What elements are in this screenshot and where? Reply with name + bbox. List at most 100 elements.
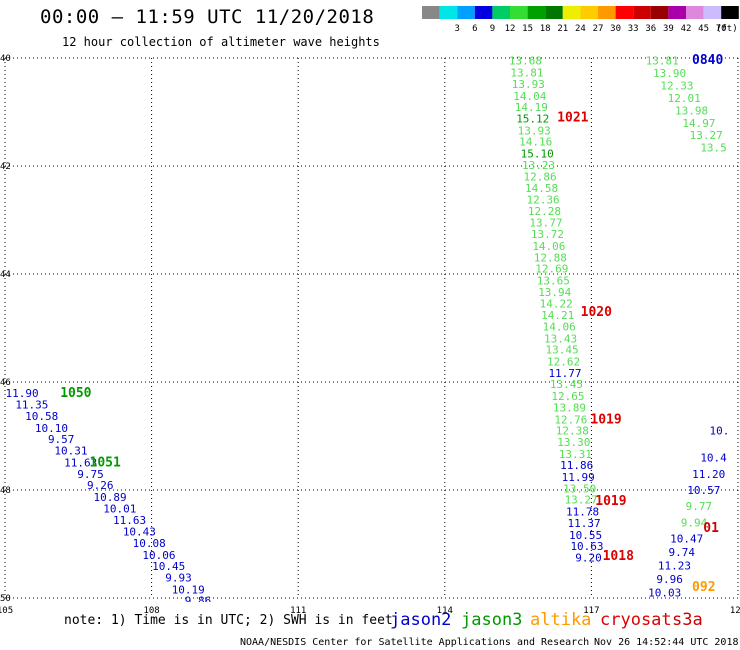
color-scale-tick: 24 bbox=[575, 24, 586, 34]
swh-value: 13.31 bbox=[559, 448, 592, 461]
swh-value: 14.58 bbox=[525, 182, 558, 195]
x-tick-label: 114 bbox=[437, 606, 453, 616]
pass-time-label: 1052 bbox=[256, 626, 287, 641]
swh-value: 14.21 bbox=[541, 309, 574, 322]
swh-value: 9.57 bbox=[48, 433, 75, 446]
y-tick-label: 40 bbox=[0, 54, 11, 64]
swh-value: 10.06 bbox=[142, 549, 175, 562]
x-tick-label: 120 bbox=[730, 606, 740, 616]
swh-value: 13.81 bbox=[510, 67, 543, 80]
pass-time-label: 1019 bbox=[595, 494, 626, 509]
swh-value: 12.86 bbox=[524, 170, 557, 183]
swh-value: 13.30 bbox=[557, 436, 590, 449]
swh-value: 12.62 bbox=[547, 355, 580, 368]
x-tick-label: 105 bbox=[0, 606, 13, 616]
swh-value: 9.74 bbox=[669, 546, 696, 559]
swh-value: 12.65 bbox=[551, 390, 584, 403]
y-tick-label: 46 bbox=[0, 378, 11, 388]
swh-value: 10.47 bbox=[670, 533, 703, 546]
swh-value: 10.57 bbox=[687, 484, 720, 497]
color-scale-tick: 9 bbox=[490, 24, 495, 34]
color-scale-tick: 15 bbox=[522, 24, 533, 34]
pass-time-label: 01 bbox=[703, 521, 719, 536]
color-swatch bbox=[527, 6, 546, 19]
color-swatch bbox=[633, 6, 651, 19]
swh-value: 12.33 bbox=[660, 80, 693, 93]
swh-value: 13.68 bbox=[509, 55, 542, 68]
y-tick-label: 48 bbox=[0, 486, 11, 496]
swh-value: 8.46 bbox=[654, 608, 681, 621]
plot-frame bbox=[5, 58, 738, 598]
chart-subtitle: 12 hour collection of altimeter wave hei… bbox=[62, 35, 380, 49]
color-swatch bbox=[598, 6, 616, 19]
pass-time-label: 1050 bbox=[60, 386, 91, 401]
legend-entry-altika: altika bbox=[530, 610, 591, 630]
swh-value: 11.63 bbox=[113, 514, 146, 527]
color-swatch bbox=[615, 6, 634, 19]
swh-value: 9.93 bbox=[165, 571, 192, 584]
swh-value: 10.15 bbox=[646, 600, 679, 613]
swh-value: 10.55 bbox=[569, 529, 602, 542]
swh-value: 11.37 bbox=[568, 517, 601, 530]
legend-entry-cryosat: cryosat bbox=[600, 610, 672, 630]
swh-value: 14.22 bbox=[540, 298, 573, 311]
swh-value: 10.31 bbox=[54, 445, 87, 458]
swh-value: 11.63 bbox=[64, 456, 97, 469]
swh-value: 13.5 bbox=[700, 142, 727, 155]
footnote: note: 1) Time is in UTC; 2) SWH is in fe… bbox=[64, 613, 393, 628]
swh-value: 14.16 bbox=[519, 136, 552, 149]
pass-time-label: 1019 bbox=[590, 412, 621, 427]
pass-time-label: 1021 bbox=[557, 110, 588, 125]
color-swatch bbox=[545, 6, 563, 19]
swh-value: 11.90 bbox=[6, 387, 39, 400]
credit-line: NOAA/NESDIS Center for Satellite Applica… bbox=[240, 637, 589, 648]
swh-value: 10.58 bbox=[25, 410, 58, 423]
color-swatch bbox=[439, 6, 458, 19]
swh-value: 9.86 bbox=[185, 595, 212, 608]
swh-value: 11.78 bbox=[566, 506, 599, 519]
swh-value: 10. bbox=[709, 425, 729, 438]
render-timestamp: Nov 26 14:52:44 UTC 2018 bbox=[594, 637, 739, 648]
swh-value: 13.65 bbox=[537, 274, 570, 287]
color-scale-tick: 30 bbox=[610, 24, 621, 34]
swh-value: 11.23 bbox=[658, 560, 691, 573]
swh-value: 13.72 bbox=[531, 228, 564, 241]
swh-value: 9.20 bbox=[575, 552, 602, 565]
swh-value: 13.27 bbox=[565, 494, 598, 507]
swh-value: 11.77 bbox=[548, 367, 581, 380]
legend-entry-s3a: s3a bbox=[672, 610, 703, 630]
pass-time-label: 092 bbox=[692, 580, 715, 595]
color-scale-tick: 3 bbox=[454, 24, 459, 34]
chart-title: 00:00 – 11:59 UTC 11/20/2018 bbox=[40, 6, 375, 28]
color-scale-tick: 70 bbox=[716, 24, 727, 34]
color-scale-tick: 33 bbox=[628, 24, 639, 34]
x-tick-label: 108 bbox=[143, 606, 159, 616]
swh-value: 12.01 bbox=[668, 92, 701, 105]
color-scale-tick: 45 bbox=[698, 24, 709, 34]
swh-value: 10.78 bbox=[211, 629, 244, 642]
swh-value: 9.75 bbox=[77, 468, 104, 481]
swh-value: 10.19 bbox=[172, 583, 205, 596]
swh-value: 10.03 bbox=[648, 587, 681, 600]
color-swatch bbox=[474, 6, 493, 19]
color-swatch bbox=[668, 6, 686, 19]
swh-value: 13.27 bbox=[690, 129, 723, 142]
swh-value: 10.10 bbox=[35, 422, 68, 435]
swh-value: 12.38 bbox=[556, 425, 589, 438]
swh-value: 13.93 bbox=[518, 124, 551, 137]
color-swatch bbox=[510, 6, 528, 19]
swh-value: 12.88 bbox=[534, 251, 567, 264]
swh-value: 15.12 bbox=[516, 112, 549, 125]
color-swatch bbox=[703, 6, 722, 19]
x-tick-label: 117 bbox=[583, 606, 599, 616]
swh-value: 13.43 bbox=[544, 332, 577, 345]
swh-value: 13.45 bbox=[550, 378, 583, 391]
swh-value: 13.98 bbox=[675, 104, 708, 117]
x-tick-label: 111 bbox=[290, 606, 306, 616]
swh-value: 13.45 bbox=[546, 344, 579, 357]
color-swatch bbox=[580, 6, 598, 19]
color-scale-tick: 12 bbox=[505, 24, 516, 34]
